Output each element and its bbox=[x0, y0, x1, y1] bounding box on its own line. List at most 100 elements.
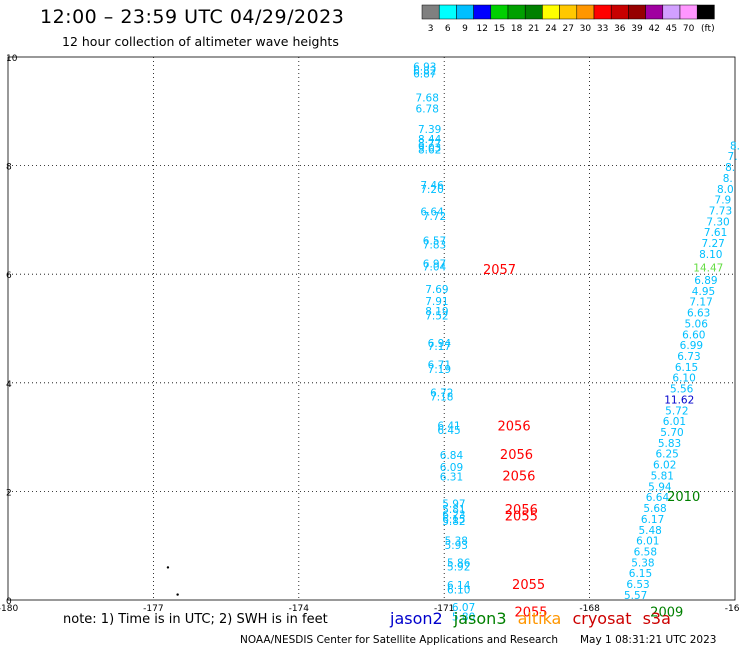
wave-height-label: 5.80 bbox=[452, 612, 475, 624]
data-marker bbox=[166, 566, 170, 569]
wave-height-label: 6.53 bbox=[626, 579, 649, 591]
legend-swatch bbox=[610, 4, 629, 20]
wave-height-label: 7.17 bbox=[689, 297, 712, 309]
wave-height-label: 5.68 bbox=[643, 503, 666, 515]
wave-height-label: 6.72 bbox=[430, 387, 453, 399]
y-tick-label: 4 bbox=[6, 380, 12, 390]
wave-height-label: 7.61 bbox=[704, 227, 727, 239]
wave-height-label: 6.10 bbox=[447, 584, 470, 596]
wave-height-label: 6.94 bbox=[428, 338, 452, 350]
legend-label: 36 bbox=[614, 24, 626, 34]
wave-height-label: 7.18 bbox=[430, 392, 453, 404]
y-tick-label: 8 bbox=[6, 163, 12, 173]
legend-swatch bbox=[662, 4, 681, 20]
wave-height-label: 7.46 bbox=[420, 180, 444, 192]
wave-height-label: 14.47 bbox=[693, 262, 723, 274]
x-tick-label: -174 bbox=[289, 604, 310, 614]
legend-swatch bbox=[438, 4, 457, 20]
wave-height-label: 7.04 bbox=[423, 261, 447, 273]
x-tick-label: -168 bbox=[579, 604, 600, 614]
wave-height-label: 5.81 bbox=[651, 470, 674, 482]
wave-height-label: 6.84 bbox=[440, 450, 464, 462]
wave-height-label: 6.14 bbox=[447, 580, 471, 592]
wave-height-label: 7.52 bbox=[425, 310, 448, 322]
legend-label: 3 bbox=[428, 24, 434, 34]
wave-height-label: 8.77 bbox=[418, 138, 441, 150]
wave-height-label: 5.56 bbox=[670, 384, 694, 396]
wave-height-label: 5.93 bbox=[445, 540, 468, 552]
wave-height-label: 7.27 bbox=[701, 238, 724, 250]
legend-label: 27 bbox=[562, 24, 573, 34]
wave-height-label: 5.81 bbox=[442, 504, 465, 516]
wave-height-label: 6.99 bbox=[680, 340, 703, 352]
legend-label: 39 bbox=[631, 24, 643, 34]
legend-swatch bbox=[559, 4, 578, 20]
wave-height-label: 7.19 bbox=[428, 364, 451, 376]
wave-height-label: 8. bbox=[725, 162, 735, 174]
legend-label: 12 bbox=[476, 24, 487, 34]
chart-title: 12:00 – 23:59 UTC 04/29/2023 bbox=[40, 6, 345, 28]
wave-height-label: 6.01 bbox=[636, 536, 659, 548]
wave-height-label: 6.87 bbox=[413, 69, 436, 81]
wave-height-label: 9.03 bbox=[418, 142, 441, 154]
time-label: 2056 bbox=[500, 448, 533, 463]
wave-height-label: 6.15 bbox=[442, 514, 465, 526]
wave-height-label: 8.62 bbox=[418, 145, 441, 157]
plot-frame bbox=[7, 56, 736, 601]
satellite-jason3: jason3 bbox=[453, 609, 507, 628]
wave-height-label: 5.86 bbox=[447, 557, 471, 569]
wave-height-label: 6.89 bbox=[694, 275, 717, 287]
wave-height-label: 6.31 bbox=[440, 472, 463, 484]
legend-swatch bbox=[576, 4, 595, 20]
legend-label: 6 bbox=[445, 24, 451, 34]
time-label: 2010 bbox=[667, 490, 700, 505]
legend-swatch bbox=[593, 4, 612, 20]
wave-height-label: 6.97 bbox=[423, 259, 446, 271]
wave-height-label: 6.73 bbox=[677, 351, 700, 363]
wave-height-label: 7.17 bbox=[428, 341, 451, 353]
wave-height-label: 5.94 bbox=[648, 481, 672, 493]
legend-swatch bbox=[696, 4, 715, 20]
timestamp-text: May 1 08:31:21 UTC 2023 bbox=[580, 634, 717, 646]
legend-label: 21 bbox=[528, 24, 539, 34]
wave-height-label: 7.39 bbox=[418, 124, 441, 136]
x-tick-label: -171 bbox=[434, 604, 454, 614]
wave-height-label: 6.10 bbox=[672, 373, 695, 385]
wave-height-label: 8. bbox=[730, 140, 740, 152]
wave-height-label: 7.20 bbox=[420, 184, 443, 196]
wave-height-label: 5.82 bbox=[442, 516, 465, 528]
y-tick-label: 6 bbox=[6, 271, 12, 281]
legend-label: 45 bbox=[666, 24, 677, 34]
x-tick-label: -180 bbox=[0, 604, 18, 614]
legend-label: 30 bbox=[580, 24, 592, 34]
legend-swatch bbox=[645, 4, 664, 20]
legend-label: 15 bbox=[494, 24, 505, 34]
note-text: note: 1) Time is in UTC; 2) SWH is in fe… bbox=[63, 612, 328, 627]
legend-label: 33 bbox=[597, 24, 608, 34]
wave-height-label: 5.38 bbox=[631, 557, 654, 569]
time-label: 2056 bbox=[498, 420, 531, 435]
wave-height-label: 7.30 bbox=[706, 216, 729, 228]
wave-height-label: 8.10 bbox=[699, 249, 722, 261]
wave-height-label: 6.78 bbox=[416, 103, 439, 115]
wave-height-label: 6.07 bbox=[452, 602, 475, 614]
wave-height-label: 6.23 bbox=[442, 510, 465, 522]
satellite-cryosat: cryosat bbox=[572, 609, 632, 628]
wave-height-label: 6.64 bbox=[420, 207, 444, 219]
chart-subtitle: 12 hour collection of altimeter wave hei… bbox=[62, 34, 339, 49]
wave-height-label: 5.92 bbox=[447, 562, 470, 574]
legend-swatch bbox=[542, 4, 560, 20]
time-label: 2055 bbox=[514, 605, 547, 620]
footer-credit: NOAA/NESDIS Center for Satellite Applica… bbox=[240, 634, 716, 646]
wave-height-label: 11.62 bbox=[664, 394, 694, 406]
wave-height-label: 6.58 bbox=[634, 546, 657, 558]
legend-swatch bbox=[628, 4, 646, 20]
legend-swatch bbox=[679, 4, 698, 20]
wave-height-label: 6.01 bbox=[663, 416, 686, 428]
time-label: 2056 bbox=[502, 470, 535, 485]
wave-height-label: 7.83 bbox=[423, 240, 446, 252]
wave-height-label: 6.25 bbox=[655, 449, 678, 461]
legend-label: 42 bbox=[648, 24, 659, 34]
wave-height-label: 5.83 bbox=[658, 438, 681, 450]
wave-height-label: 7. bbox=[728, 151, 738, 163]
